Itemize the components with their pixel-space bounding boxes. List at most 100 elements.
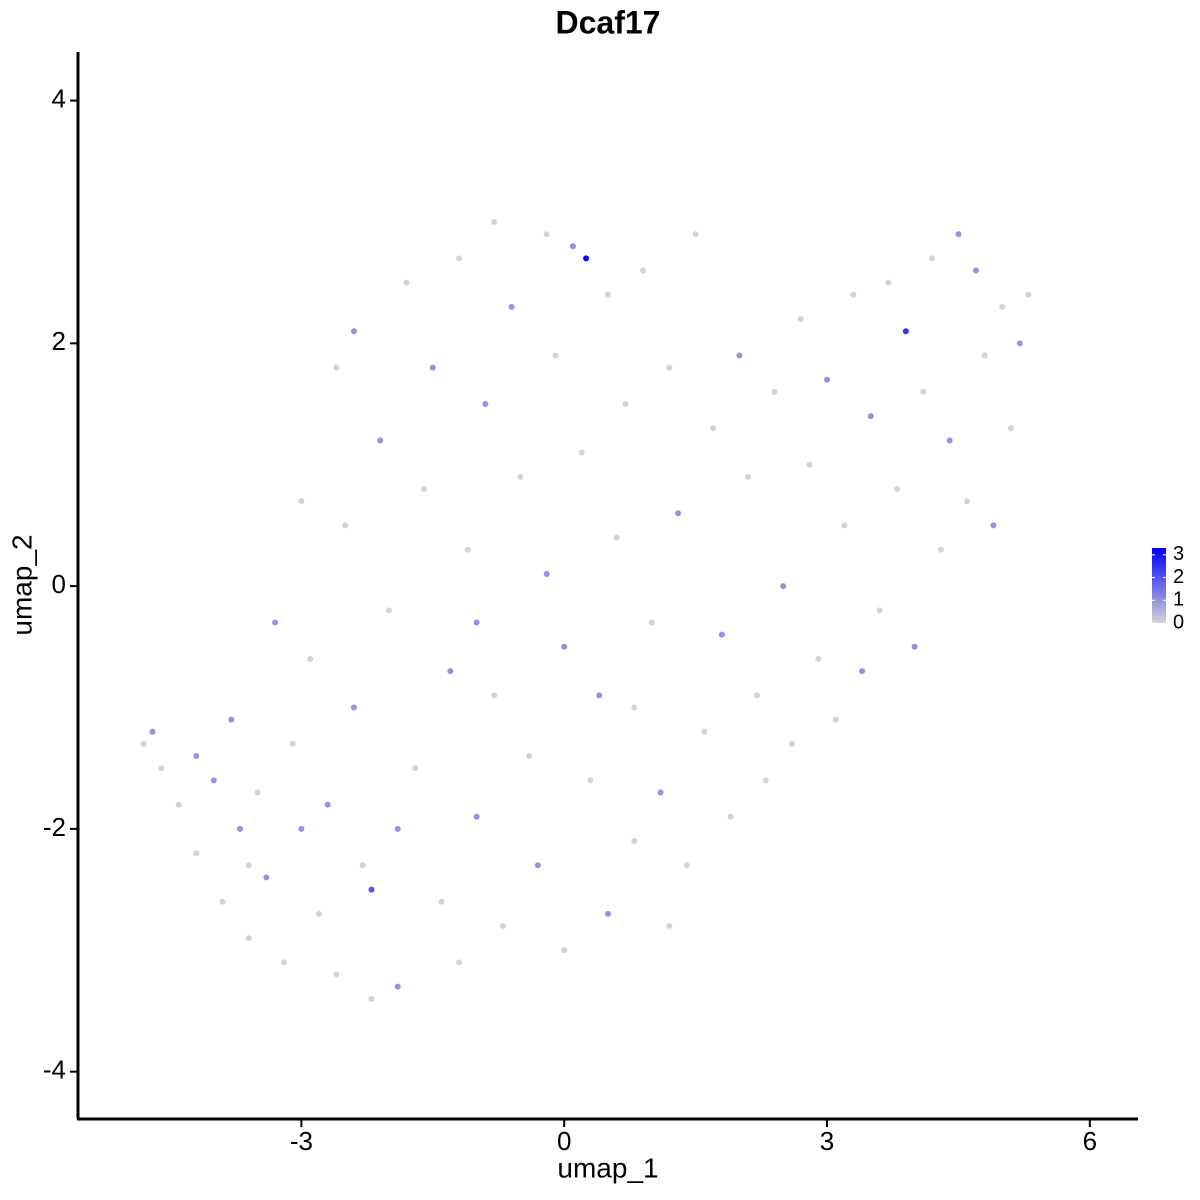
point: [631, 838, 638, 845]
point: [569, 243, 576, 250]
point: [473, 619, 480, 626]
point: [675, 510, 682, 517]
point: [447, 668, 454, 675]
point: [543, 570, 550, 577]
point: [193, 753, 200, 760]
point: [780, 583, 787, 590]
point: [245, 935, 252, 942]
point: [929, 255, 936, 262]
point: [403, 279, 410, 286]
point: [885, 279, 892, 286]
point: [841, 522, 848, 529]
point: [964, 498, 971, 505]
point: [850, 291, 857, 298]
x-axis-title: umap_1: [557, 1152, 658, 1183]
point: [534, 862, 541, 869]
point: [981, 352, 988, 359]
point: [219, 898, 226, 905]
point: [394, 983, 401, 990]
point: [797, 316, 804, 323]
point: [333, 364, 340, 371]
point: [666, 364, 673, 371]
point: [832, 716, 839, 723]
point: [946, 437, 953, 444]
point: [736, 352, 743, 359]
point: [710, 425, 717, 432]
point: [648, 619, 655, 626]
x-tick-label: 6: [1083, 1126, 1097, 1156]
point: [561, 947, 568, 954]
colorbar-label: 0: [1173, 611, 1184, 633]
point: [412, 765, 419, 772]
point: [587, 777, 594, 784]
y-axis-title: umap_2: [6, 534, 37, 635]
point: [753, 692, 760, 699]
point: [272, 619, 279, 626]
colorbar-label: 3: [1173, 543, 1184, 565]
point: [385, 607, 392, 614]
point: [727, 813, 734, 820]
colorbar: [1152, 548, 1166, 623]
point: [491, 692, 498, 699]
point: [937, 546, 944, 553]
colorbar-label: 1: [1173, 589, 1184, 611]
point: [788, 740, 795, 747]
point: [911, 643, 918, 650]
point: [228, 716, 235, 723]
point: [990, 522, 997, 529]
point: [158, 765, 165, 772]
point: [894, 485, 901, 492]
point: [806, 461, 813, 468]
point: [482, 401, 489, 408]
point: [394, 825, 401, 832]
point: [350, 328, 357, 335]
point: [456, 255, 463, 262]
point: [368, 995, 375, 1002]
x-tick-label: 0: [557, 1126, 571, 1156]
point: [359, 862, 366, 869]
point: [605, 291, 611, 298]
point: [666, 922, 673, 929]
point: [815, 655, 822, 662]
point: [683, 862, 690, 869]
point: [307, 655, 314, 662]
y-tick-label: -2: [43, 812, 66, 842]
point: [920, 388, 927, 395]
point: [342, 522, 349, 529]
point: [193, 850, 200, 857]
point: [237, 825, 244, 832]
point: [631, 704, 638, 711]
point: [999, 303, 1006, 310]
point: [499, 922, 506, 929]
colorbar-label: 2: [1173, 566, 1184, 588]
point: [526, 753, 533, 760]
x-tick-label: 3: [820, 1126, 834, 1156]
point: [902, 328, 909, 335]
x-tick-label: -3: [290, 1126, 313, 1156]
point: [972, 267, 979, 274]
point: [464, 546, 471, 553]
point: [263, 874, 270, 881]
point: [824, 376, 831, 383]
point: [175, 801, 182, 808]
point: [771, 388, 778, 395]
point: [1016, 340, 1023, 347]
point: [298, 825, 305, 832]
point: [718, 631, 725, 638]
point: [867, 413, 874, 420]
point: [605, 910, 611, 917]
point: [473, 813, 480, 820]
point: [421, 485, 428, 492]
y-tick-label: 0: [52, 569, 66, 599]
point: [955, 231, 962, 238]
point: [210, 777, 217, 784]
point: [640, 267, 647, 274]
point: [491, 218, 498, 225]
chart-title: Dcaf17: [556, 4, 661, 40]
point: [701, 728, 708, 735]
point: [517, 473, 524, 480]
point: [543, 231, 550, 238]
point: [1025, 291, 1032, 298]
point: [657, 789, 664, 796]
